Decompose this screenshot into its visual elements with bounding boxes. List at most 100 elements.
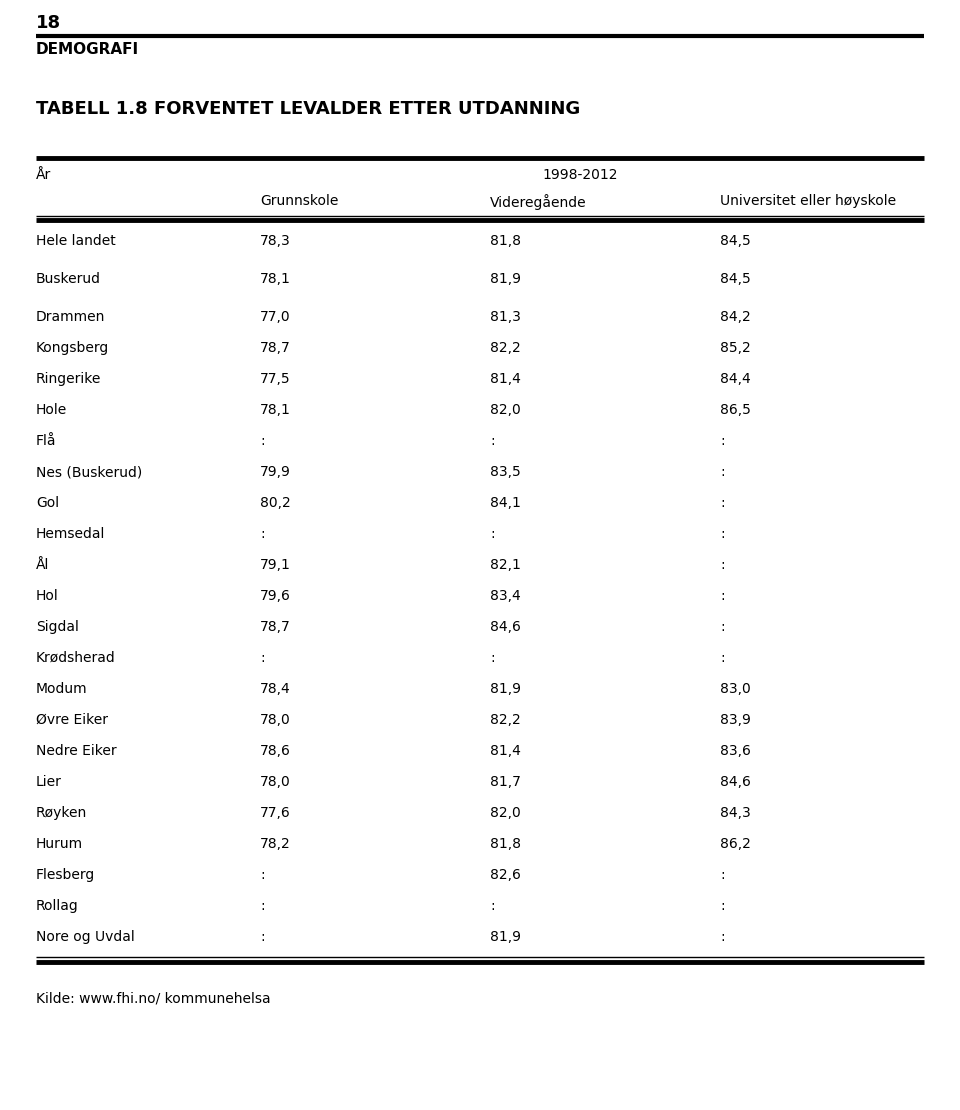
Text: 81,7: 81,7 <box>490 775 521 789</box>
Text: 82,0: 82,0 <box>490 806 520 820</box>
Text: 81,8: 81,8 <box>490 837 521 851</box>
Text: 84,1: 84,1 <box>490 496 521 509</box>
Text: 1998-2012: 1998-2012 <box>542 168 617 182</box>
Text: 83,6: 83,6 <box>720 744 751 758</box>
Text: 79,1: 79,1 <box>260 558 291 572</box>
Text: 77,5: 77,5 <box>260 372 291 386</box>
Text: 78,7: 78,7 <box>260 620 291 634</box>
Text: 78,7: 78,7 <box>260 341 291 355</box>
Text: :: : <box>260 868 265 882</box>
Text: :: : <box>720 434 725 448</box>
Text: 84,6: 84,6 <box>490 620 521 634</box>
Text: Ål: Ål <box>36 558 49 572</box>
Text: 84,3: 84,3 <box>720 806 751 820</box>
Text: :: : <box>260 434 265 448</box>
Text: 78,1: 78,1 <box>260 272 291 286</box>
Text: :: : <box>720 620 725 634</box>
Text: 81,4: 81,4 <box>490 744 521 758</box>
Text: Sigdal: Sigdal <box>36 620 79 634</box>
Text: Hole: Hole <box>36 403 67 417</box>
Text: :: : <box>720 527 725 541</box>
Text: 79,6: 79,6 <box>260 589 291 603</box>
Text: 85,2: 85,2 <box>720 341 751 355</box>
Text: :: : <box>260 899 265 914</box>
Text: Ringerike: Ringerike <box>36 372 102 386</box>
Text: Hele landet: Hele landet <box>36 234 116 248</box>
Text: Flesberg: Flesberg <box>36 868 95 882</box>
Text: DEMOGRAFI: DEMOGRAFI <box>36 42 139 57</box>
Text: :: : <box>490 527 494 541</box>
Text: 18: 18 <box>36 14 61 32</box>
Text: Kilde: www.fhi.no/ kommunehelsa: Kilde: www.fhi.no/ kommunehelsa <box>36 992 271 1006</box>
Text: 77,6: 77,6 <box>260 806 291 820</box>
Text: 84,2: 84,2 <box>720 310 751 324</box>
Text: Nore og Uvdal: Nore og Uvdal <box>36 930 134 944</box>
Text: :: : <box>720 558 725 572</box>
Text: 83,9: 83,9 <box>720 713 751 727</box>
Text: 77,0: 77,0 <box>260 310 291 324</box>
Text: 81,9: 81,9 <box>490 930 521 944</box>
Text: :: : <box>260 527 265 541</box>
Text: :: : <box>720 496 725 509</box>
Text: Nes (Buskerud): Nes (Buskerud) <box>36 465 142 480</box>
Text: 81,9: 81,9 <box>490 682 521 696</box>
Text: 84,5: 84,5 <box>720 272 751 286</box>
Text: 82,0: 82,0 <box>490 403 520 417</box>
Text: Modum: Modum <box>36 682 87 696</box>
Text: Hemsedal: Hemsedal <box>36 527 106 541</box>
Text: 83,5: 83,5 <box>490 465 520 480</box>
Text: 79,9: 79,9 <box>260 465 291 480</box>
Text: Øvre Eiker: Øvre Eiker <box>36 713 108 727</box>
Text: 78,3: 78,3 <box>260 234 291 248</box>
Text: 82,1: 82,1 <box>490 558 521 572</box>
Text: :: : <box>720 650 725 665</box>
Text: 78,0: 78,0 <box>260 775 291 789</box>
Text: Krødsherad: Krødsherad <box>36 650 116 665</box>
Text: 82,6: 82,6 <box>490 868 521 882</box>
Text: 81,8: 81,8 <box>490 234 521 248</box>
Text: 82,2: 82,2 <box>490 713 520 727</box>
Text: Kongsberg: Kongsberg <box>36 341 109 355</box>
Text: :: : <box>260 650 265 665</box>
Text: Lier: Lier <box>36 775 61 789</box>
Text: TABELL 1.8 FORVENTET LEVALDER ETTER UTDANNING: TABELL 1.8 FORVENTET LEVALDER ETTER UTDA… <box>36 100 580 118</box>
Text: :: : <box>720 930 725 944</box>
Text: :: : <box>490 650 494 665</box>
Text: :: : <box>260 930 265 944</box>
Text: :: : <box>720 868 725 882</box>
Text: 78,0: 78,0 <box>260 713 291 727</box>
Text: 81,9: 81,9 <box>490 272 521 286</box>
Text: 84,4: 84,4 <box>720 372 751 386</box>
Text: 86,5: 86,5 <box>720 403 751 417</box>
Text: Hurum: Hurum <box>36 837 84 851</box>
Text: Videregående: Videregående <box>490 194 587 210</box>
Text: Nedre Eiker: Nedre Eiker <box>36 744 116 758</box>
Text: 82,2: 82,2 <box>490 341 520 355</box>
Text: Buskerud: Buskerud <box>36 272 101 286</box>
Text: 78,2: 78,2 <box>260 837 291 851</box>
Text: Røyken: Røyken <box>36 806 87 820</box>
Text: 78,4: 78,4 <box>260 682 291 696</box>
Text: Rollag: Rollag <box>36 899 79 914</box>
Text: Universitet eller høyskole: Universitet eller høyskole <box>720 194 896 208</box>
Text: :: : <box>490 434 494 448</box>
Text: :: : <box>720 589 725 603</box>
Text: 83,0: 83,0 <box>720 682 751 696</box>
Text: 84,6: 84,6 <box>720 775 751 789</box>
Text: 84,5: 84,5 <box>720 234 751 248</box>
Text: 78,1: 78,1 <box>260 403 291 417</box>
Text: 81,3: 81,3 <box>490 310 521 324</box>
Text: 86,2: 86,2 <box>720 837 751 851</box>
Text: Grunnskole: Grunnskole <box>260 194 338 208</box>
Text: Gol: Gol <box>36 496 60 509</box>
Text: 78,6: 78,6 <box>260 744 291 758</box>
Text: 80,2: 80,2 <box>260 496 291 509</box>
Text: :: : <box>720 465 725 480</box>
Text: Drammen: Drammen <box>36 310 106 324</box>
Text: Flå: Flå <box>36 434 57 448</box>
Text: År: År <box>36 168 51 182</box>
Text: :: : <box>490 899 494 914</box>
Text: :: : <box>720 899 725 914</box>
Text: Hol: Hol <box>36 589 59 603</box>
Text: 83,4: 83,4 <box>490 589 520 603</box>
